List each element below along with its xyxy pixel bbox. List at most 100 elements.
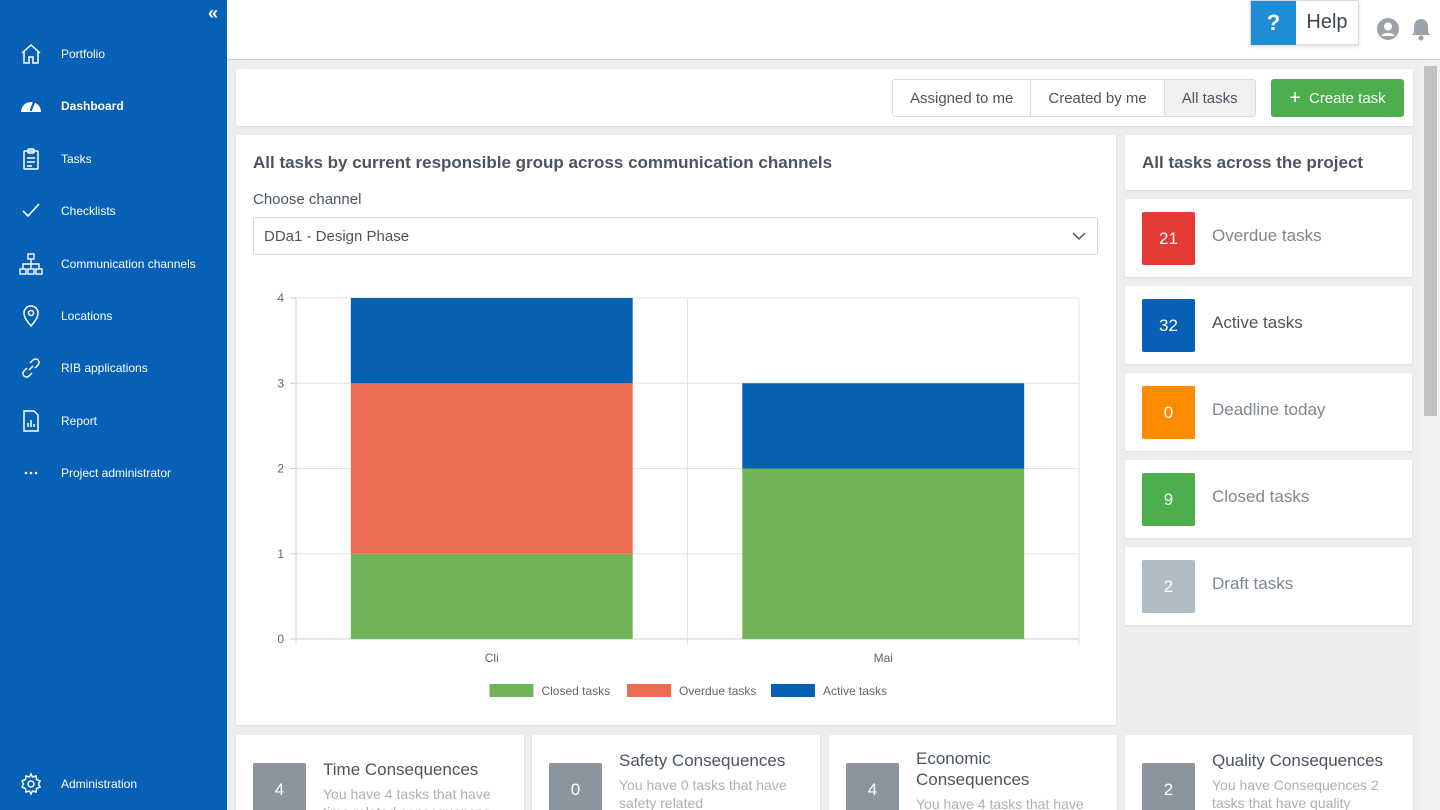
gauge-icon: [19, 94, 43, 118]
stat-label: Deadline today: [1212, 400, 1326, 419]
stat-deadline-today[interactable]: 0 Deadline today: [1125, 373, 1412, 451]
sidebar-item-communication-channels[interactable]: Communication channels: [0, 244, 227, 284]
sidebar-item-label: Communication channels: [61, 257, 196, 271]
consequence-count: 4: [846, 763, 899, 810]
scrollbar-thumb[interactable]: [1424, 66, 1437, 416]
summary-title: All tasks across the project: [1142, 153, 1364, 172]
stat-overdue-tasks[interactable]: 21 Overdue tasks: [1125, 199, 1412, 277]
legend-label: Closed tasks: [541, 684, 610, 698]
sidebar: « Portfolio Dashboard Tasks Checklists C…: [0, 0, 227, 810]
legend-label: Overdue tasks: [679, 684, 756, 698]
filter-bar: Assigned to me Created by me All tasks +…: [236, 69, 1413, 126]
clipboard-icon: [19, 147, 43, 171]
consequence-count: 0: [549, 763, 602, 810]
filter-assigned-to-me[interactable]: Assigned to me: [893, 80, 1032, 116]
consequence-card-safety[interactable]: 0 Safety Consequences You have 0 tasks t…: [532, 735, 820, 810]
sidebar-item-label: RIB applications: [61, 361, 148, 375]
home-icon: [19, 42, 43, 66]
gear-icon: [19, 772, 43, 796]
legend-label: Active tasks: [823, 684, 887, 698]
scrollbar[interactable]: [1421, 61, 1440, 810]
check-icon: [19, 199, 43, 223]
sidebar-item-locations[interactable]: Locations: [0, 296, 227, 336]
consequence-description: You have 4 tasks that have time related …: [323, 786, 491, 810]
help-label: Help: [1306, 11, 1348, 33]
org-chart-icon: [19, 252, 43, 276]
y-tick-label: 0: [277, 632, 284, 646]
y-tick-label: 1: [277, 547, 284, 561]
sidebar-item-checklists[interactable]: Checklists: [0, 191, 227, 231]
sidebar-item-dashboard[interactable]: Dashboard: [0, 86, 227, 126]
consequence-card-time[interactable]: 4 Time Consequences You have 4 tasks tha…: [236, 735, 524, 810]
consequence-title: Time Consequences: [323, 760, 479, 779]
bar-segment: [350, 553, 633, 639]
x-tick-label: Cli: [485, 651, 499, 665]
map-pin-icon: [19, 304, 43, 328]
sidebar-item-portfolio[interactable]: Portfolio: [0, 34, 227, 74]
task-filter-segment: Assigned to me Created by me All tasks: [892, 79, 1256, 117]
sidebar-item-label: Locations: [61, 309, 113, 323]
consequence-card-quality[interactable]: 2 Quality Consequences You have Conseque…: [1125, 735, 1413, 810]
consequence-description: You have 4 tasks that have: [916, 796, 1084, 810]
sidebar-item-administration[interactable]: Administration: [0, 764, 227, 804]
plus-icon: +: [1289, 87, 1301, 109]
create-task-label: Create task: [1308, 89, 1386, 107]
chart-card-title: All tasks by current responsible group a…: [253, 153, 833, 172]
chart-card: All tasks by current responsible group a…: [236, 135, 1116, 725]
filter-created-by-me[interactable]: Created by me: [1031, 80, 1165, 116]
sidebar-item-label: Dashboard: [61, 99, 124, 113]
bar-segment: [350, 298, 633, 384]
chevron-down-icon: [1072, 232, 1086, 241]
consequence-description: You have Consequences 2 tasks that have …: [1212, 777, 1379, 810]
legend-swatch: [770, 684, 815, 697]
consequence-title: Quality Consequences: [1212, 751, 1384, 770]
sidebar-item-rib-applications[interactable]: RIB applications: [0, 348, 227, 388]
y-tick-label: 2: [277, 462, 284, 476]
x-tick-label: Mai: [874, 651, 893, 665]
consequence-count: 2: [1142, 763, 1195, 810]
consequence-card-economic[interactable]: 4 Economic Consequences You have 4 tasks…: [829, 735, 1117, 810]
y-tick-label: 4: [277, 291, 284, 305]
stat-label: Active tasks: [1212, 313, 1303, 332]
sidebar-item-report[interactable]: Report: [0, 401, 227, 441]
stat-draft-tasks[interactable]: 2 Draft tasks: [1125, 547, 1412, 625]
channel-select[interactable]: DDa1 - Design Phase: [253, 217, 1098, 255]
sidebar-item-label: Project administrator: [61, 466, 172, 480]
channel-select-value: DDa1 - Design Phase: [264, 227, 410, 245]
sidebar-item-label: Tasks: [61, 152, 92, 166]
bar-segment: [742, 468, 1025, 639]
stat-count: 0: [1142, 386, 1195, 439]
channel-label: Choose channel: [253, 191, 362, 208]
topbar: ? Help: [227, 0, 1440, 60]
stat-label: Draft tasks: [1212, 574, 1294, 593]
bar-segment: [742, 383, 1025, 469]
help-button[interactable]: ? Help: [1250, 0, 1359, 45]
stat-closed-tasks[interactable]: 9 Closed tasks: [1125, 460, 1412, 538]
stat-count: 32: [1142, 299, 1195, 352]
consequence-title: Safety Consequences: [619, 751, 786, 770]
sidebar-item-label: Checklists: [61, 204, 116, 218]
stat-count: 2: [1142, 560, 1195, 613]
sidebar-item-tasks[interactable]: Tasks: [0, 139, 227, 179]
stat-active-tasks[interactable]: 32 Active tasks: [1125, 286, 1412, 364]
stacked-bar-chart: 0 1 2 3 4 Cli Mai Closed tasks Overdue tasks Acti…: [277, 291, 1080, 698]
y-tick-label: 3: [277, 376, 284, 390]
stat-label: Overdue tasks: [1212, 226, 1322, 245]
double-chevron-left-icon[interactable]: «: [208, 3, 219, 23]
link-icon: [19, 356, 43, 380]
filter-all-tasks[interactable]: All tasks: [1164, 80, 1255, 116]
sidebar-item-label: Administration: [61, 777, 138, 791]
consequence-count: 4: [253, 763, 306, 810]
bell-icon[interactable]: [1410, 17, 1432, 41]
report-icon: [19, 409, 43, 433]
sidebar-item-project-administrator[interactable]: Project administrator: [0, 453, 227, 493]
stat-count: 21: [1142, 212, 1195, 265]
create-task-button[interactable]: + Create task: [1271, 79, 1404, 117]
stat-count: 9: [1142, 473, 1195, 526]
ellipsis-icon: [19, 461, 43, 485]
consequence-title: Economic Consequences: [916, 749, 1030, 789]
sidebar-item-label: Report: [61, 414, 98, 428]
user-avatar-icon[interactable]: [1376, 17, 1400, 41]
sidebar-item-label: Portfolio: [61, 47, 106, 61]
legend-swatch: [627, 684, 672, 697]
